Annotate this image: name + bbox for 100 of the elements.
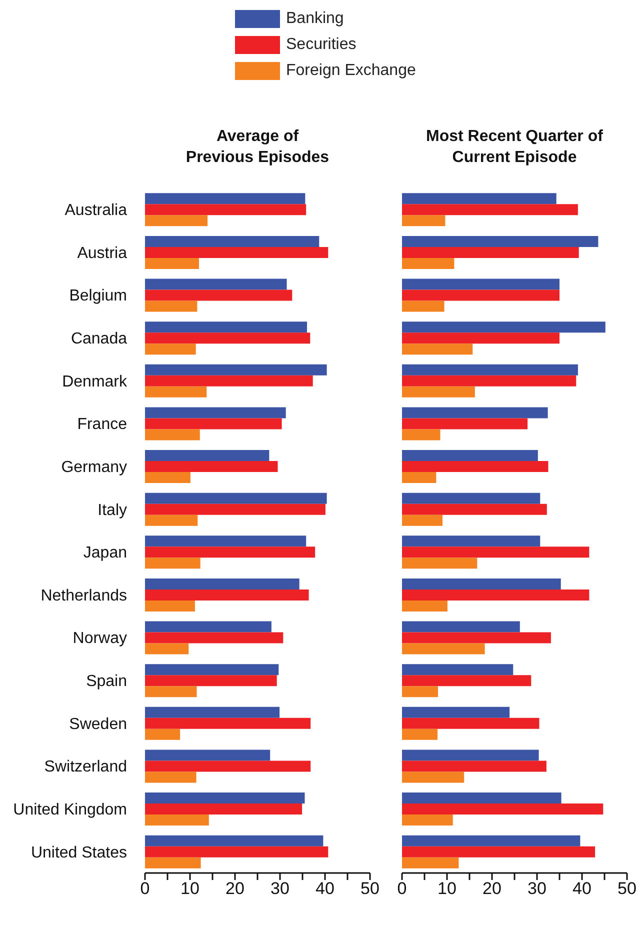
bar: [402, 332, 560, 344]
legend-label: Foreign Exchange: [286, 62, 416, 80]
bar: [402, 375, 576, 386]
x-tick-label: 40: [572, 879, 592, 898]
bar: [402, 578, 561, 590]
y-tick-label: United Kingdom: [13, 801, 127, 818]
bar: [145, 835, 324, 846]
bar: [145, 386, 207, 398]
y-tick-label: Belgium: [69, 288, 127, 305]
bar: [145, 332, 310, 344]
bar: [402, 193, 556, 204]
bar: [402, 804, 604, 815]
bar: [145, 600, 195, 612]
bar: [145, 344, 196, 355]
x-tick-label: 20: [482, 879, 502, 898]
bar: [402, 814, 453, 826]
x-tick-label: 40: [316, 879, 334, 898]
bar: [402, 857, 459, 868]
bar: [145, 300, 198, 312]
bar: [145, 364, 327, 376]
bar: [402, 632, 551, 644]
bar: [145, 290, 292, 301]
bar: [145, 236, 320, 247]
bar: [402, 546, 590, 558]
bar: [402, 450, 538, 462]
chart-title: Average of Previous Episodes: [184, 127, 330, 168]
bar: [402, 386, 475, 398]
y-tick-label: Australia: [64, 202, 128, 220]
bar: [402, 407, 548, 418]
bar: [145, 772, 196, 783]
x-tick-label: 30: [270, 879, 290, 898]
x-tick-label: 50: [360, 879, 380, 898]
y-tick-label: Switzerland: [44, 758, 127, 776]
y-tick-label: Germany: [61, 458, 127, 476]
x-tick-label: 10: [438, 879, 456, 898]
bar: [145, 632, 284, 644]
y-tick-label: United States: [30, 844, 127, 862]
y-tick-label: Norway: [72, 630, 127, 648]
bar: [145, 536, 306, 547]
bar: [402, 300, 444, 312]
bar: [402, 686, 438, 698]
bar: [402, 472, 436, 484]
bar: [402, 258, 454, 269]
bar: [145, 258, 199, 269]
bar: [402, 215, 446, 226]
bar: [402, 643, 485, 654]
bar: [402, 750, 539, 761]
bar: [402, 322, 606, 333]
bar: [402, 706, 510, 718]
bar: [402, 364, 578, 376]
bar: [145, 857, 201, 868]
bar: [145, 461, 278, 472]
bar: [145, 504, 326, 515]
bar: [402, 675, 532, 686]
bar: [145, 514, 198, 526]
chart-title: Most Recent Quarter of Current Episode: [425, 127, 604, 168]
bar: [145, 407, 286, 418]
bar: [145, 215, 208, 226]
bar: [402, 418, 528, 430]
bar: [402, 728, 438, 740]
bar: [402, 290, 560, 301]
bar: [402, 504, 547, 515]
bar: [402, 514, 442, 526]
y-tick-label: France: [77, 416, 128, 434]
bar: [402, 558, 478, 569]
bar: [145, 578, 300, 590]
bar: [145, 246, 328, 258]
bar: [145, 675, 277, 686]
bar: [145, 450, 270, 462]
bar: [145, 643, 189, 654]
bar: [145, 804, 302, 815]
bar: [402, 835, 580, 846]
y-tick-label: Sweden: [69, 716, 127, 733]
bar: [402, 621, 520, 632]
bar: [145, 621, 272, 632]
x-tick-label: 0: [140, 879, 150, 898]
x-tick-label: 0: [397, 879, 407, 898]
y-tick-label: Japan: [83, 544, 127, 562]
y-tick-label: Austria: [77, 244, 128, 262]
bar: [145, 204, 306, 216]
bar: [145, 278, 287, 290]
bar: [145, 686, 197, 698]
bar: [145, 472, 190, 484]
bar: [402, 204, 578, 216]
bar: [402, 846, 596, 858]
bar: [402, 792, 562, 804]
x-tick-label: 20: [226, 879, 244, 898]
y-tick-label: Netherlands: [40, 587, 127, 604]
bar: [402, 429, 440, 440]
bar: [145, 792, 305, 804]
bar: [402, 246, 579, 258]
bar: [145, 814, 209, 826]
bar: [145, 429, 200, 440]
bar: [402, 664, 514, 676]
bar: [145, 760, 311, 772]
x-tick-label: 50: [618, 879, 636, 898]
bar: [402, 461, 548, 472]
bar: [402, 589, 590, 600]
bar: [402, 492, 540, 504]
bar: [402, 772, 464, 783]
